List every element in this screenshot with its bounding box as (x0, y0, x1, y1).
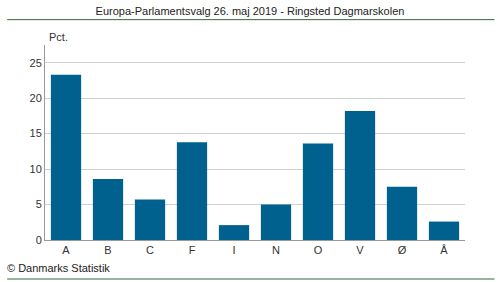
svg-text:15: 15 (30, 127, 42, 139)
svg-text:© Danmarks Statistik: © Danmarks Statistik (7, 262, 110, 274)
svg-text:25: 25 (30, 57, 42, 69)
svg-text:B: B (104, 244, 111, 256)
svg-text:A: A (62, 244, 70, 256)
svg-text:Pct.: Pct. (49, 31, 68, 43)
svg-text:O: O (314, 244, 323, 256)
svg-text:C: C (146, 244, 154, 256)
svg-text:0: 0 (36, 234, 42, 246)
svg-text:Europa-Parlamentsvalg 26. maj: Europa-Parlamentsvalg 26. maj 2019 - Rin… (96, 5, 405, 17)
svg-text:20: 20 (30, 92, 42, 104)
svg-text:Ø: Ø (398, 244, 407, 256)
svg-text:Å: Å (440, 244, 448, 256)
svg-text:F: F (189, 244, 196, 256)
svg-text:V: V (356, 244, 364, 256)
svg-text:5: 5 (36, 198, 42, 210)
svg-text:10: 10 (30, 163, 42, 175)
svg-text:N: N (272, 244, 280, 256)
svg-text:I: I (232, 244, 235, 256)
